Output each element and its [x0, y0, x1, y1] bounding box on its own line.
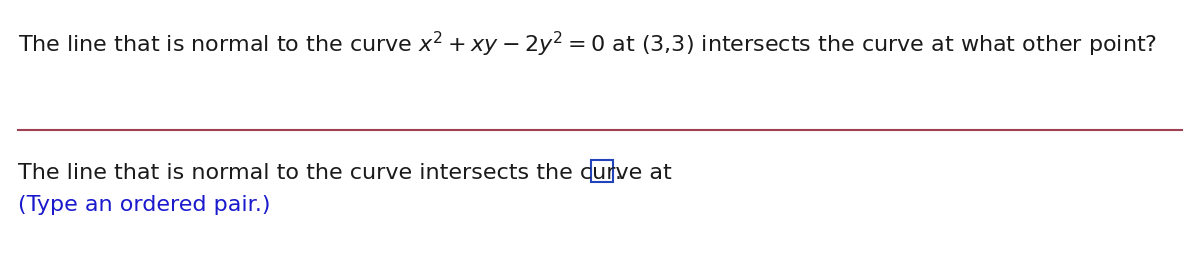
Text: The line that is normal to the curve intersects the curve at: The line that is normal to the curve int…: [18, 163, 672, 183]
Text: The line that is normal to the curve $x^2 + xy - 2y^2 = 0$ at (3,3) intersects t: The line that is normal to the curve $x^…: [18, 30, 1157, 59]
FancyBboxPatch shape: [592, 160, 613, 182]
Text: (Type an ordered pair.): (Type an ordered pair.): [18, 195, 270, 215]
Text: .: .: [616, 163, 622, 183]
